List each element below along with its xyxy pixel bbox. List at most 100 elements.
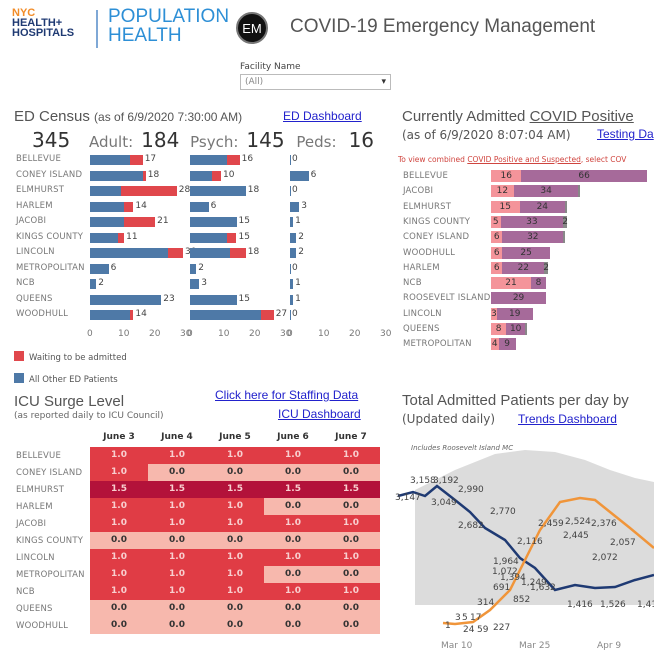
- heat-cell[interactable]: 0.0: [148, 532, 206, 549]
- trends-dashboard-link[interactable]: Trends Dashboard: [518, 412, 617, 426]
- bar-waiting[interactable]: [121, 186, 177, 196]
- bar-other[interactable]: [190, 201, 209, 212]
- bar-peds[interactable]: [290, 232, 297, 243]
- bar-other[interactable]: [190, 186, 246, 196]
- bar-other[interactable]: [90, 279, 97, 289]
- covid-bar[interactable]: 6 22 2: [491, 261, 549, 274]
- heat-cell[interactable]: 1.0: [206, 498, 264, 515]
- heat-cell[interactable]: 1.5: [206, 481, 264, 498]
- covid-bar[interactable]: 29: [491, 292, 547, 305]
- heat-cell[interactable]: 1.5: [90, 481, 148, 498]
- bar-waiting[interactable]: [261, 310, 274, 320]
- heat-cell[interactable]: 1.0: [206, 515, 264, 532]
- bar-waiting[interactable]: [117, 232, 125, 243]
- heat-cell[interactable]: 0.0: [148, 617, 206, 634]
- heat-cell[interactable]: 0.0: [206, 600, 264, 617]
- heat-cell[interactable]: 0.0: [322, 617, 380, 634]
- heat-cell[interactable]: 1.0: [148, 566, 206, 583]
- heat-cell[interactable]: 1.0: [148, 447, 206, 464]
- bar-peds[interactable]: [290, 201, 300, 212]
- bar-peds[interactable]: [290, 279, 294, 289]
- covid-positive-link[interactable]: COVID Positive: [529, 108, 634, 125]
- heat-cell[interactable]: 0.0: [322, 498, 380, 515]
- covid-bar[interactable]: 3 19: [491, 307, 533, 320]
- heat-cell[interactable]: 1.0: [322, 515, 380, 532]
- bar-other[interactable]: [90, 294, 162, 305]
- covid-bar[interactable]: 12 34: [491, 185, 581, 198]
- heat-cell[interactable]: 0.0: [264, 617, 322, 634]
- heat-cell[interactable]: 0.0: [148, 600, 206, 617]
- heat-cell[interactable]: 0.0: [206, 464, 264, 481]
- heat-cell[interactable]: 0.0: [322, 600, 380, 617]
- bar-peds[interactable]: [290, 186, 291, 196]
- bar-other[interactable]: [190, 279, 200, 289]
- bar-other[interactable]: [190, 232, 228, 243]
- heat-cell[interactable]: 0.0: [206, 532, 264, 549]
- bar-waiting[interactable]: [142, 170, 146, 181]
- bar-waiting[interactable]: [124, 201, 134, 212]
- legend-item-waiting[interactable]: Waiting to be admitted: [14, 345, 127, 364]
- heat-cell[interactable]: 0.0: [264, 464, 322, 481]
- heat-cell[interactable]: 0.0: [322, 566, 380, 583]
- covid-bar[interactable]: 15 24: [491, 200, 567, 213]
- bar-other[interactable]: [190, 217, 237, 227]
- bar-peds[interactable]: [290, 263, 291, 274]
- heat-cell[interactable]: 1.0: [90, 515, 148, 532]
- bar-waiting[interactable]: [130, 310, 134, 320]
- bar-other[interactable]: [190, 310, 262, 320]
- heat-cell[interactable]: 1.0: [90, 447, 148, 464]
- heat-cell[interactable]: 1.0: [148, 583, 206, 600]
- bar-waiting[interactable]: [230, 248, 246, 258]
- facility-filter-select[interactable]: (All) ▾: [240, 74, 391, 90]
- covid-bar[interactable]: 8 10: [491, 323, 528, 335]
- heat-cell[interactable]: 1.0: [90, 464, 148, 481]
- heat-cell[interactable]: 1.0: [148, 549, 206, 566]
- bar-peds[interactable]: [290, 310, 291, 320]
- covid-bar[interactable]: 5 33 2: [491, 215, 568, 228]
- heat-cell[interactable]: 0.0: [322, 532, 380, 549]
- heat-cell[interactable]: 1.0: [90, 583, 148, 600]
- heat-cell[interactable]: 1.0: [148, 515, 206, 532]
- heat-cell[interactable]: 1.0: [322, 583, 380, 600]
- bar-waiting[interactable]: [167, 248, 183, 258]
- heat-cell[interactable]: 0.0: [264, 566, 322, 583]
- bar-other[interactable]: [90, 170, 143, 181]
- bar-other[interactable]: [190, 294, 237, 305]
- heat-cell[interactable]: 1.5: [264, 481, 322, 498]
- heat-cell[interactable]: 1.0: [90, 566, 148, 583]
- bar-other[interactable]: [90, 201, 125, 212]
- bar-waiting[interactable]: [130, 155, 143, 165]
- heat-cell[interactable]: 1.0: [264, 549, 322, 566]
- heat-cell[interactable]: 0.0: [322, 464, 380, 481]
- heat-cell[interactable]: 1.5: [148, 481, 206, 498]
- ed-dashboard-link[interactable]: ED Dashboard: [283, 109, 362, 123]
- heat-cell[interactable]: 1.0: [90, 549, 148, 566]
- bar-other[interactable]: [90, 263, 109, 274]
- bar-peds[interactable]: [290, 170, 309, 181]
- heat-cell[interactable]: 0.0: [264, 600, 322, 617]
- heat-cell[interactable]: 1.0: [206, 583, 264, 600]
- heat-cell[interactable]: 1.0: [264, 515, 322, 532]
- bar-peds[interactable]: [290, 248, 297, 258]
- heat-cell[interactable]: 0.0: [90, 617, 148, 634]
- staffing-data-link[interactable]: Click here for Staffing Data: [215, 388, 359, 402]
- icu-dashboard-link[interactable]: ICU Dashboard: [278, 407, 361, 421]
- heat-cell[interactable]: 1.0: [206, 447, 264, 464]
- covid-bar[interactable]: 21 8: [491, 277, 547, 290]
- heat-cell[interactable]: 0.0: [206, 617, 264, 634]
- bar-peds[interactable]: [290, 155, 291, 165]
- covid-bar[interactable]: 6 32: [491, 231, 566, 244]
- bar-other[interactable]: [190, 248, 231, 258]
- bar-other[interactable]: [90, 248, 168, 258]
- heat-cell[interactable]: 0.0: [264, 532, 322, 549]
- covid-bar[interactable]: 6 25: [491, 246, 550, 259]
- bar-other[interactable]: [190, 155, 228, 165]
- heat-cell[interactable]: 1.0: [264, 447, 322, 464]
- bar-other[interactable]: [90, 232, 118, 243]
- bar-other[interactable]: [90, 310, 131, 320]
- bar-other[interactable]: [90, 217, 125, 227]
- heat-cell[interactable]: 1.0: [148, 498, 206, 515]
- heat-cell[interactable]: 1.0: [206, 549, 264, 566]
- heat-cell[interactable]: 1.0: [90, 498, 148, 515]
